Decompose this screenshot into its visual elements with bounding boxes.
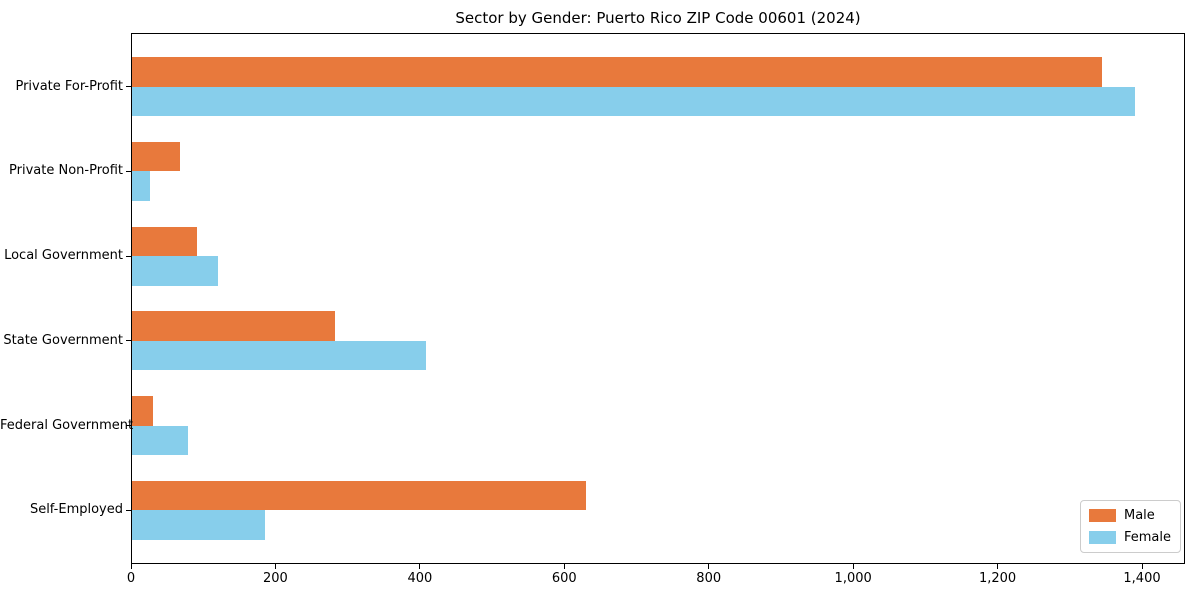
bar-female-private-for-profit (132, 86, 1135, 117)
legend-item-female: Female (1088, 530, 1171, 545)
x-tick-mark-200 (274, 564, 276, 569)
x-tick-label-1200: 1,200 (978, 571, 1017, 586)
x-tick-label-200: 200 (263, 571, 288, 586)
x-tick-label-1000: 1,000 (834, 571, 872, 586)
x-tick-mark-1000 (852, 564, 854, 569)
bar-male-local-government (132, 226, 198, 257)
chart-title: Sector by Gender: Puerto Rico ZIP Code 0… (455, 9, 861, 27)
x-tick-mark-400 (419, 564, 421, 569)
x-tick-mark-1400 (1141, 564, 1143, 569)
y-tick-mark-self-employed (126, 509, 131, 511)
x-tick-label-400: 400 (407, 571, 433, 586)
y-tick-label-local-government: Local Government (4, 248, 123, 264)
x-tick-mark-600 (563, 564, 565, 569)
y-tick-label-private-non-profit: Private Non-Profit (9, 163, 123, 179)
x-tick-label-1400: 1,400 (1123, 571, 1161, 586)
x-tick-label-800: 800 (696, 571, 722, 586)
legend: Male Female (1079, 500, 1181, 553)
y-tick-mark-federal-government (126, 425, 131, 427)
y-tick-mark-private-non-profit (126, 170, 131, 172)
legend-item-male: Male (1088, 508, 1171, 523)
plot-area (131, 33, 1185, 564)
y-tick-label-state-government: State Government (3, 332, 123, 348)
bar-female-state-government (132, 340, 427, 371)
x-tick-mark-800 (708, 564, 710, 569)
legend-label-male: Male (1123, 508, 1155, 523)
y-tick-mark-private-for-profit (126, 86, 131, 88)
bar-male-state-government (132, 311, 336, 341)
bar-male-private-for-profit (132, 57, 1102, 87)
y-tick-mark-local-government (126, 255, 131, 257)
x-tick-label-600: 600 (551, 571, 577, 586)
legend-swatch-male (1088, 509, 1116, 522)
y-tick-mark-state-government (126, 340, 131, 342)
x-tick-label-0: 0 (126, 571, 136, 586)
bar-female-self-employed (132, 510, 265, 540)
x-tick-mark-1200 (997, 564, 999, 569)
x-tick-mark-0 (130, 564, 132, 569)
y-tick-label-private-for-profit: Private For-Profit (15, 78, 123, 94)
legend-swatch-female (1088, 531, 1116, 544)
y-tick-label-self-employed: Self-Employed (29, 502, 123, 518)
bar-female-private-non-profit (132, 171, 150, 202)
bar-female-federal-government (132, 425, 189, 456)
legend-label-female: Female (1123, 530, 1171, 545)
bar-male-private-non-profit (132, 141, 181, 172)
y-tick-label-federal-government: Federal Government (0, 417, 134, 433)
bar-male-federal-government (132, 395, 153, 426)
bar-female-local-government (132, 256, 218, 286)
bar-male-self-employed (132, 480, 586, 511)
